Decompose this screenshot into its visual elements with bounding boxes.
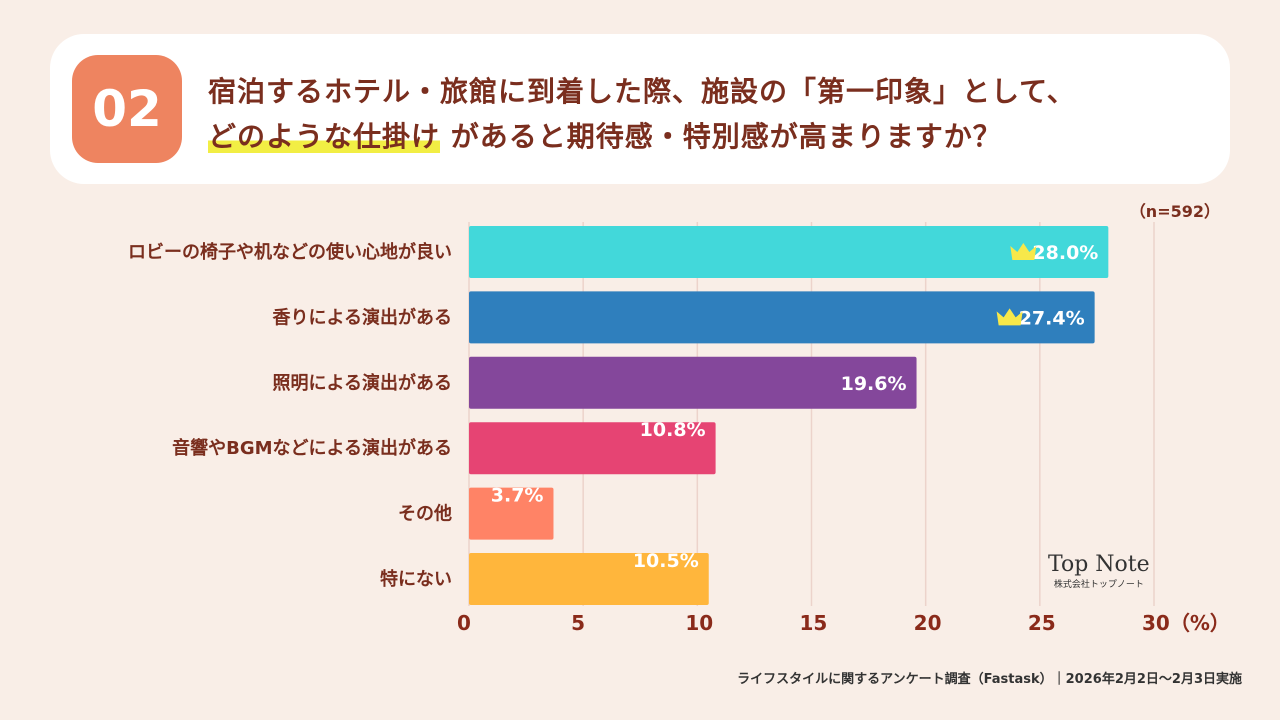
question-number-badge: 02 <box>72 55 182 163</box>
value-label: 27.4% <box>1019 307 1085 329</box>
category-label: その他 <box>398 503 452 525</box>
value-label: 3.7% <box>491 485 544 507</box>
x-tick-label: 20 <box>914 611 942 635</box>
crown-icon <box>996 308 1023 326</box>
sample-size: （n=592） <box>1129 202 1220 221</box>
logo: Top Note 株式会社トップノート <box>1048 552 1150 590</box>
bar <box>469 226 1109 278</box>
question-highlight: どのような仕掛け <box>208 120 441 153</box>
category-label: ロビーの椅子や机などの使い心地が良い <box>128 241 452 263</box>
question-line-1: 宿泊するホテル・旅館に到着した際、施設の「第一印象」として、 <box>208 75 1076 108</box>
x-tick-label: 5 <box>571 611 585 635</box>
logo-sub: 株式会社トップノート <box>1053 580 1144 590</box>
x-tick-label: 0 <box>457 611 471 635</box>
question-card <box>50 34 1230 184</box>
x-tick-label: 25 <box>1028 611 1056 635</box>
x-tick-label: 15 <box>800 611 828 635</box>
question-line-2-rest: があると期待感・特別感が高まりますか？ <box>450 120 1002 153</box>
bar <box>469 291 1095 344</box>
bar <box>469 356 917 409</box>
bar <box>469 487 554 540</box>
question-line-2: どのような仕掛け があると期待感・特別感が高まりますか？ <box>208 115 1002 155</box>
value-label: 10.5% <box>633 550 699 572</box>
category-label: 特にない <box>380 568 452 590</box>
value-label: 10.8% <box>640 419 706 441</box>
value-label: 19.6% <box>841 373 907 395</box>
footer-source: ライフスタイルに関するアンケート調査（Fastask）｜2026年2月2日〜2月… <box>737 672 1242 687</box>
category-label: 香りによる演出がある <box>272 306 452 328</box>
bar <box>469 553 709 605</box>
category-label: 照明による演出がある <box>273 372 452 394</box>
x-tick-label: 10 <box>685 611 713 635</box>
value-label: 28.0% <box>1032 242 1098 264</box>
bar <box>469 422 716 475</box>
logo-name: Top Note <box>1048 552 1150 577</box>
crown-icon <box>1010 243 1037 260</box>
x-tick-label: 30（%） <box>1142 611 1230 635</box>
category-label: 音響やBGMなどによる演出がある <box>172 437 452 459</box>
